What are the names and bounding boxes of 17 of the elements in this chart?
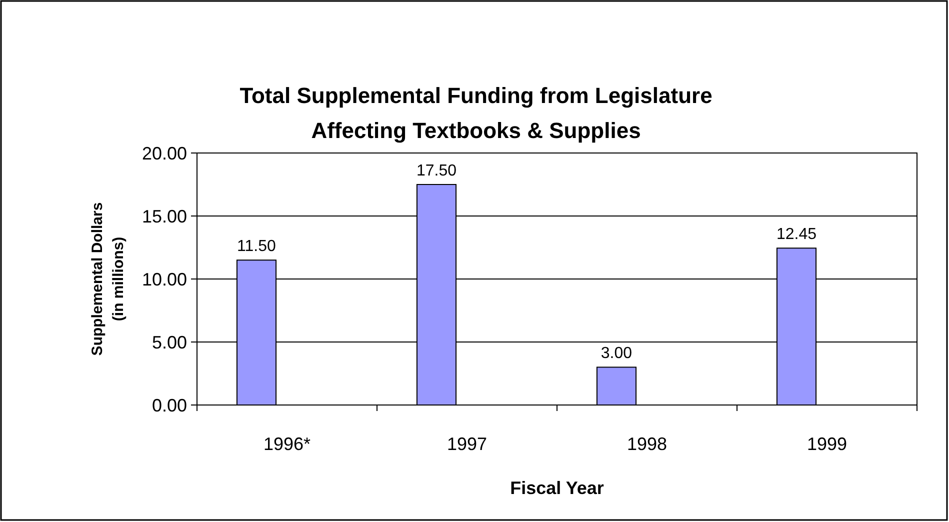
y-tick-label: 20.00 xyxy=(142,143,187,164)
data-label: 17.50 xyxy=(416,162,457,180)
y-axis-title: Supplemental Dollars (in millions) xyxy=(89,202,127,356)
x-axis-title: Fiscal Year xyxy=(510,478,604,498)
x-tick-label: 1996* xyxy=(263,434,311,454)
bar xyxy=(596,366,637,406)
y-tick-label: 10.00 xyxy=(142,269,187,290)
y-tick-label: 15.00 xyxy=(142,206,187,226)
x-tick-label: 1999 xyxy=(806,434,848,454)
y-tick-label: 0.00 xyxy=(152,395,187,416)
data-label: 12.45 xyxy=(776,226,817,244)
x-tick-label: 1998 xyxy=(626,434,668,454)
x-tick-label: 1997 xyxy=(446,434,488,454)
data-label: 11.50 xyxy=(237,238,276,256)
data-label: 3.00 xyxy=(600,345,632,362)
chart-title: Total Supplemental Funding from Legislature Affecting Textbooks & Supplies xyxy=(240,83,712,143)
y-tick-label: 5.00 xyxy=(152,332,187,352)
